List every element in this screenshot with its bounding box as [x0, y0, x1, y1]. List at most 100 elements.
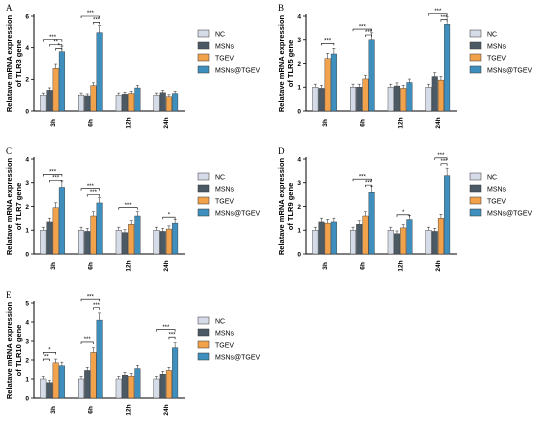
bar-msns	[46, 90, 53, 112]
significance-label: *	[48, 348, 51, 354]
bar-msns-tgev	[96, 32, 103, 112]
bar-msns	[159, 231, 166, 255]
significance-bracket	[49, 180, 63, 183]
x-tick-label: 3h	[50, 119, 57, 127]
y-tick-label: 3	[297, 180, 301, 187]
significance-label: ***	[93, 18, 101, 24]
legend-swatch	[197, 208, 210, 217]
bar-msns-tgev	[368, 39, 375, 112]
significance-label: ***	[365, 30, 373, 36]
legend-swatch	[197, 65, 210, 74]
bar-nc	[78, 94, 85, 112]
y-tick-label: 2	[25, 77, 29, 84]
x-tick-label: 3h	[322, 119, 329, 127]
y-axis-label: of TLR10 gene	[14, 325, 23, 377]
significance-bracket	[428, 13, 448, 16]
y-axis-label: of TLR5 gene	[286, 40, 295, 88]
panel-letter: A	[6, 3, 13, 13]
significance-label: ***	[125, 203, 133, 209]
y-tick-label: 0	[25, 395, 29, 402]
legend-label: TGEV	[487, 56, 506, 63]
bar-msns-tgev	[96, 202, 103, 255]
bar-tgev	[437, 218, 444, 255]
bar-msns	[356, 224, 363, 255]
bar-msns-tgev	[406, 82, 413, 112]
significance-bracket	[42, 39, 63, 42]
y-tick-label: 4	[25, 319, 29, 326]
bar-nc	[115, 94, 122, 112]
x-tick-label: 6h	[88, 262, 95, 270]
y-tick-label: 2	[297, 61, 301, 68]
y-tick-label: 3	[25, 338, 29, 345]
legend-label: TGEV	[215, 56, 234, 63]
y-axis-label: of TLR7 gene	[14, 183, 23, 231]
significance-bracket	[321, 43, 335, 46]
significance-bracket	[80, 15, 100, 18]
x-tick-label: 24h	[435, 117, 442, 128]
bar-msns-tgev	[330, 53, 337, 112]
significance-bracket	[352, 28, 372, 32]
y-tick-label: 4	[25, 45, 29, 52]
significance-bracket	[49, 44, 63, 47]
y-tick-label: 2	[25, 204, 29, 211]
legend-swatch	[469, 184, 482, 193]
bar-tgev	[324, 58, 331, 112]
significance-label: ***	[87, 184, 95, 190]
significance-bracket	[365, 184, 372, 188]
bar-msns	[84, 370, 91, 399]
y-axis-label: Relatave mRNA expression	[277, 157, 286, 255]
x-tick-label: 24h	[163, 260, 170, 271]
x-tick-label: 3h	[50, 262, 57, 270]
bar-tgev	[90, 352, 97, 399]
bar-nc	[153, 230, 160, 255]
bar-msns-tgev	[58, 51, 65, 112]
significance-label: ***	[90, 190, 98, 196]
legend-label: MSNs	[215, 331, 235, 338]
bar-tgev	[52, 68, 59, 112]
legend-swatch	[469, 41, 482, 50]
significance-label: **	[53, 40, 58, 46]
significance-label: ***	[49, 170, 57, 176]
y-tick-label: 1	[297, 85, 301, 92]
bar-msns-tgev	[368, 192, 375, 255]
significance-bracket	[118, 207, 138, 210]
legend-swatch	[197, 172, 210, 181]
bar-msns-tgev	[134, 87, 141, 112]
bar-msns	[318, 88, 325, 112]
legend-swatch	[197, 53, 210, 62]
y-tick-label: 0	[25, 251, 29, 258]
panel-letter: E	[6, 290, 12, 300]
legend-label: NC	[215, 32, 225, 39]
bar-msns	[121, 375, 128, 399]
y-axis-label: of TLR9 gene	[286, 183, 295, 231]
y-tick-label: 3	[25, 180, 29, 187]
bar-tgev	[90, 215, 97, 255]
legend-label: TGEV	[215, 199, 234, 206]
bar-nc	[350, 230, 357, 255]
bar-msns-tgev	[134, 368, 141, 399]
legend-swatch	[197, 316, 210, 325]
bar-msns	[159, 92, 166, 112]
legend-swatch	[469, 29, 482, 38]
significance-bracket	[80, 188, 100, 191]
bar-nc	[425, 230, 432, 255]
y-tick-label: 4	[297, 156, 301, 163]
legend-swatch	[197, 29, 210, 38]
legend-label: MSNs@TGEV	[487, 68, 533, 75]
significance-label: ***	[324, 39, 332, 45]
legend-label: MSNs	[215, 44, 235, 51]
bar-msns	[121, 232, 128, 255]
significance-label: ***	[84, 337, 92, 343]
bar-nc	[40, 378, 47, 399]
bar-tgev	[128, 224, 135, 255]
bar-tgev	[324, 222, 331, 255]
y-tick-label: 2	[297, 204, 301, 211]
significance-bracket	[396, 214, 410, 217]
bar-nc	[153, 94, 160, 112]
legend-swatch	[197, 184, 210, 193]
bar-msns-tgev	[172, 93, 179, 112]
x-tick-label: 24h	[163, 117, 170, 128]
bar-nc	[312, 230, 319, 255]
significance-label: ***	[441, 15, 449, 21]
